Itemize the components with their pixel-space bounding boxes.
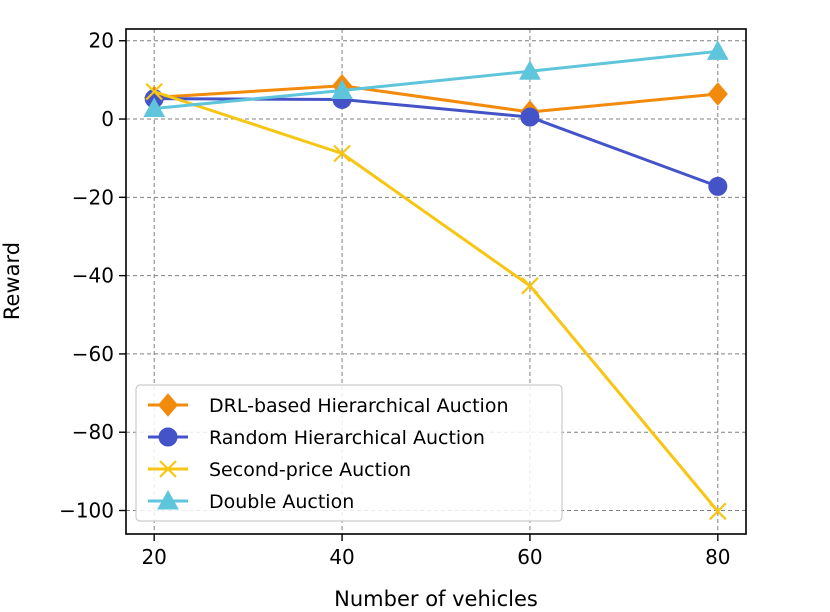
data-point — [331, 79, 353, 99]
y-tick-label: −100 — [59, 499, 114, 523]
data-point — [708, 176, 728, 196]
legend-label: Double Auction — [209, 491, 354, 513]
legend-label: Second-price Auction — [209, 459, 411, 481]
data-point — [145, 82, 163, 101]
data-point — [333, 144, 351, 163]
data-point — [707, 82, 728, 106]
y-tick-label: −20 — [72, 185, 114, 209]
legend-marker — [157, 489, 179, 510]
x-tick-label: 20 — [141, 545, 166, 569]
series-2 — [145, 82, 727, 521]
legend-label: DRL-based Hierarchical Auction — [209, 395, 509, 417]
x-tick-label: 80 — [705, 545, 730, 569]
data-point — [709, 502, 727, 521]
y-tick-label: −60 — [72, 342, 114, 366]
data-point — [706, 40, 729, 60]
y-axis-label: Reward — [0, 242, 24, 320]
y-tick-label: 20 — [89, 29, 114, 53]
y-tick-label: −80 — [72, 420, 114, 444]
series-3 — [143, 40, 729, 117]
data-point — [521, 277, 539, 295]
x-tick-label: 40 — [329, 545, 354, 569]
data-point — [143, 97, 166, 117]
series-line — [154, 49, 718, 110]
legend-label: Random Hierarchical Auction — [209, 427, 485, 449]
series-line — [153, 90, 719, 513]
data-point — [520, 107, 540, 127]
y-tick-label: 0 — [101, 107, 114, 131]
legend-entry: Random Hierarchical Auction — [148, 427, 485, 449]
legend: DRL-based Hierarchical Auction Random Hie… — [135, 384, 563, 522]
legend-entry: DRL-based Hierarchical Auction — [148, 393, 509, 417]
data-point — [519, 60, 541, 80]
legend-entry: Second-price Auction — [148, 459, 411, 481]
legend-marker — [159, 460, 177, 478]
legend-entry: Double Auction — [148, 489, 354, 513]
y-tick-label: −40 — [72, 264, 114, 288]
legend-marker — [158, 427, 178, 447]
series-group — [143, 40, 729, 521]
plot-frame — [125, 28, 747, 535]
axis-ticks: 20 40 60 80 20 0 −20 −40 −60 −80 −100 — [59, 29, 730, 569]
x-axis-label: Number of vehicles — [334, 587, 538, 611]
x-tick-label: 60 — [517, 545, 542, 569]
series-line — [154, 84, 718, 114]
legend-box — [135, 384, 563, 522]
legend-marker — [157, 393, 179, 417]
